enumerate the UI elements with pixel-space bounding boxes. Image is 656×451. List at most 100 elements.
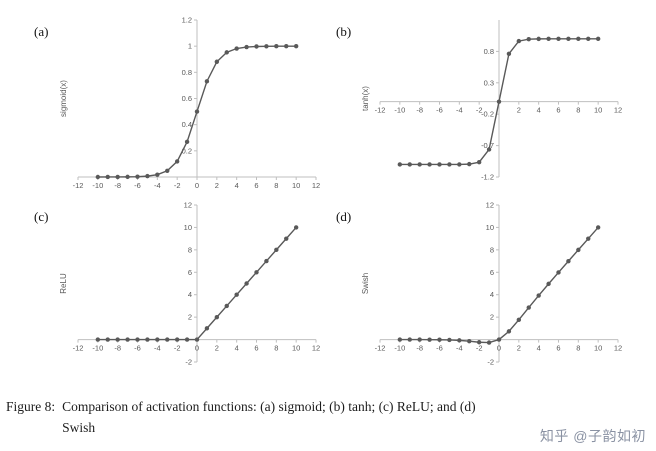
svg-text:4: 4	[537, 344, 541, 353]
svg-text:ReLU: ReLU	[60, 273, 68, 294]
subplot-b: (b) -12 -10 -8 -6 -4 -2 2 4 6 8 10 12 0.8 0.3 -0.2 -0.7…	[336, 14, 638, 195]
chart-tanh: -12 -10 -8 -6 -4 -2 2 4 6 8 10 12 0.8 0.3 -0.2 -0.7 -1.2…	[361, 14, 638, 195]
svg-text:6: 6	[556, 344, 560, 353]
svg-text:0.8: 0.8	[484, 47, 494, 56]
svg-text:8: 8	[490, 245, 494, 254]
svg-text:0.4: 0.4	[182, 120, 192, 129]
svg-text:-12: -12	[73, 344, 84, 353]
svg-text:-8: -8	[416, 344, 423, 353]
svg-text:6: 6	[254, 181, 258, 190]
svg-text:12: 12	[614, 106, 622, 115]
svg-text:4: 4	[490, 290, 494, 299]
svg-text:4: 4	[537, 106, 541, 115]
svg-text:2: 2	[490, 313, 494, 322]
svg-text:tanh(x): tanh(x)	[362, 86, 370, 111]
chart-relu: -12 -10 -8 -6 -4 -2 0 2 4 6 8 10 12 -2 2 4 6 8 10 12 ReLU	[59, 199, 336, 380]
svg-text:4: 4	[235, 181, 239, 190]
caption-label: Figure 8:	[6, 399, 56, 414]
svg-text:4: 4	[235, 344, 239, 353]
watermark: 知乎 @子韵如初	[521, 418, 652, 451]
caption-line1: Comparison of activation functions: (a) …	[62, 399, 476, 414]
subplot-c: (c) -12 -10 -8 -6 -4 -2 0 2 4 6 8 10 12 -2 2 4 6 8 10 12 ReL…	[34, 199, 336, 380]
chart-sigmoid: -12 -10 -8 -6 -4 -2 0 2 4 6 8 10 12 0.2 0.4 0.6 0.8 1 1.2 s…	[59, 14, 336, 195]
svg-text:-8: -8	[416, 106, 423, 115]
svg-text:-6: -6	[134, 344, 141, 353]
svg-text:2: 2	[188, 313, 192, 322]
svg-text:8: 8	[188, 245, 192, 254]
svg-text:-0.2: -0.2	[481, 110, 494, 119]
figure-caption: Figure 8: Comparison of activation funct…	[6, 397, 654, 439]
caption-body: Comparison of activation functions: (a) …	[62, 397, 476, 439]
svg-text:2: 2	[517, 106, 521, 115]
svg-text:-2: -2	[476, 106, 483, 115]
svg-text:0.8: 0.8	[182, 68, 192, 77]
svg-text:-2: -2	[487, 358, 494, 367]
svg-text:-0.7: -0.7	[481, 141, 494, 150]
svg-text:8: 8	[576, 106, 580, 115]
chart-canvas: -12 -10 -8 -6 -4 -2 2 4 6 8 10 12 0.8 0.3 -0.2 -0.7 -1.2…	[361, 20, 622, 182]
svg-text:-10: -10	[92, 344, 103, 353]
panel-label-a: (a)	[34, 24, 49, 39]
svg-text:-1.2: -1.2	[481, 173, 494, 182]
svg-text:10: 10	[292, 181, 300, 190]
panel-label-d: (d)	[336, 209, 352, 224]
svg-text:12: 12	[184, 201, 192, 210]
svg-text:6: 6	[254, 344, 258, 353]
svg-text:-2: -2	[185, 358, 192, 367]
svg-text:10: 10	[292, 344, 300, 353]
svg-text:10: 10	[594, 344, 602, 353]
svg-text:10: 10	[486, 223, 494, 232]
svg-text:-2: -2	[174, 181, 181, 190]
svg-text:sigmoid(x): sigmoid(x)	[60, 80, 68, 117]
svg-text:0.6: 0.6	[182, 94, 192, 103]
svg-text:2: 2	[215, 181, 219, 190]
svg-text:0: 0	[195, 181, 199, 190]
svg-text:-4: -4	[154, 181, 161, 190]
svg-text:6: 6	[490, 268, 494, 277]
svg-text:1: 1	[188, 42, 192, 51]
svg-text:-4: -4	[456, 344, 463, 353]
svg-text:-12: -12	[375, 344, 386, 353]
svg-text:8: 8	[576, 344, 580, 353]
svg-text:12: 12	[614, 344, 622, 353]
svg-text:-10: -10	[92, 181, 103, 190]
svg-text:-4: -4	[154, 344, 161, 353]
svg-text:-8: -8	[114, 344, 121, 353]
svg-text:1.2: 1.2	[182, 16, 192, 25]
svg-text:12: 12	[312, 181, 320, 190]
svg-text:-6: -6	[134, 181, 141, 190]
svg-text:2: 2	[517, 344, 521, 353]
svg-text:0.2: 0.2	[182, 146, 192, 155]
svg-text:12: 12	[312, 344, 320, 353]
svg-text:2: 2	[215, 344, 219, 353]
svg-text:-8: -8	[114, 181, 121, 190]
svg-text:-6: -6	[436, 106, 443, 115]
svg-text:6: 6	[556, 106, 560, 115]
svg-text:-4: -4	[456, 106, 463, 115]
svg-text:8: 8	[274, 181, 278, 190]
svg-text:6: 6	[188, 268, 192, 277]
panel-label-b: (b)	[336, 24, 352, 39]
chart-swish: -12 -10 -8 -6 -4 -2 0 2 4 6 8 10 12 -2 2 4 6 8 10 12 Swish	[361, 199, 638, 380]
subplot-grid: (a) -12 -10 -8 -6 -4 -2 0 2 4 6 8 10 12 0.2 0.4 0.6 0.8 1…	[34, 14, 638, 380]
svg-text:10: 10	[594, 106, 602, 115]
svg-text:10: 10	[184, 223, 192, 232]
caption-line2: Swish	[62, 419, 96, 435]
svg-text:-2: -2	[174, 344, 181, 353]
svg-text:0.3: 0.3	[484, 78, 494, 87]
subplot-a: (a) -12 -10 -8 -6 -4 -2 0 2 4 6 8 10 12 0.2 0.4 0.6 0.8 1…	[34, 14, 336, 195]
svg-text:0: 0	[195, 344, 199, 353]
svg-text:Swish: Swish	[362, 273, 370, 294]
chart-canvas: -12 -10 -8 -6 -4 -2 0 2 4 6 8 10 12 0.2 0.4 0.6 0.8 1 1.2 s…	[59, 16, 320, 191]
subplot-d: (d) -12 -10 -8 -6 -4 -2 0 2 4 6 8 10 12 -2 2 4 6 8 10 12 Swi…	[336, 199, 638, 380]
svg-text:-10: -10	[394, 344, 405, 353]
svg-text:-12: -12	[375, 106, 386, 115]
svg-text:8: 8	[274, 344, 278, 353]
panel-label-c: (c)	[34, 209, 49, 224]
svg-text:-10: -10	[394, 106, 405, 115]
svg-text:-12: -12	[73, 181, 84, 190]
svg-text:12: 12	[486, 201, 494, 210]
